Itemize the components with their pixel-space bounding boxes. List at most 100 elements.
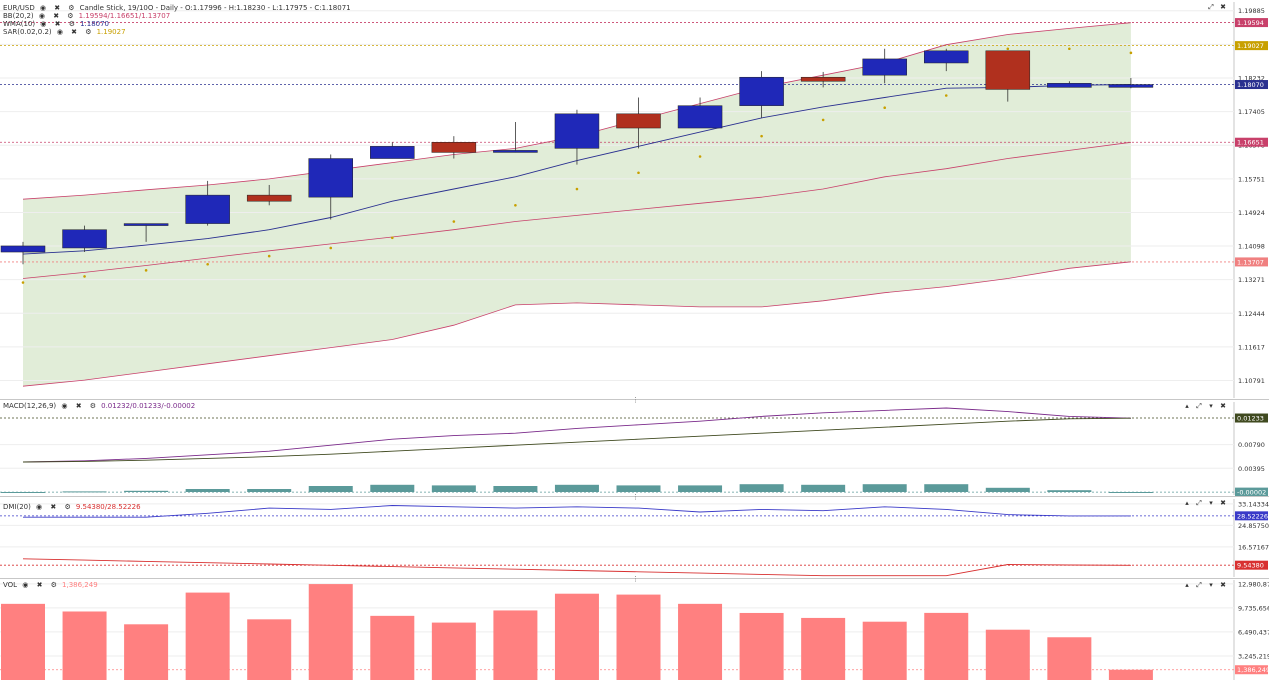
move-up-icon[interactable]: ▴ <box>1185 499 1189 507</box>
candle-body <box>924 50 969 64</box>
axis-tick-label: 1.18232 <box>1238 74 1265 82</box>
close-icon[interactable]: ✖ <box>1220 581 1226 589</box>
close-icon[interactable]: ✖ <box>50 503 57 511</box>
visibility-eye-icon[interactable]: ◉ <box>22 581 29 589</box>
macd-histogram-bar <box>678 485 723 492</box>
visibility-eye-icon[interactable]: ◉ <box>36 503 43 511</box>
panel-separator[interactable] <box>0 578 1269 579</box>
sar-dot <box>760 134 763 138</box>
panel-separator[interactable] <box>0 496 1269 497</box>
close-icon[interactable]: ✖ <box>75 402 82 410</box>
axis-tick-label: 16.57167 <box>1238 543 1269 551</box>
candle-body <box>554 113 600 149</box>
macd-histogram-bar <box>431 485 476 492</box>
move-up-icon[interactable]: ▴ <box>1185 402 1189 410</box>
sar-dot <box>144 269 148 272</box>
candle-body <box>616 113 661 129</box>
candle-body <box>246 194 292 202</box>
price-badge-label: 1,386,249 <box>1237 666 1269 674</box>
axis-tick-label: 1.12444 <box>1238 310 1265 318</box>
vol-value: 1,386,249 <box>62 581 98 589</box>
visibility-eye-icon[interactable]: ◉ <box>61 402 68 410</box>
axis-tick-label: 0.00790 <box>1238 441 1265 449</box>
close-icon[interactable]: ✖ <box>54 20 61 28</box>
volume-bar <box>801 617 846 680</box>
volume-bar <box>924 612 969 680</box>
expand-icon[interactable]: ⤢ <box>1196 402 1202 410</box>
candle-body <box>1108 84 1154 88</box>
price-badge-label: 1.16651 <box>1237 139 1264 147</box>
close-icon[interactable]: ✖ <box>53 12 60 20</box>
volume-bar <box>370 615 415 680</box>
gear-icon[interactable]: ⚙ <box>68 4 75 12</box>
candle-body <box>739 76 784 106</box>
expand-icon[interactable]: ⤢ <box>1208 3 1214 11</box>
axis-tick-label: 12,980,874 <box>1238 580 1269 588</box>
candle-body <box>985 50 1031 90</box>
macd-histogram-bar <box>616 485 661 492</box>
close-icon[interactable]: ✖ <box>1220 402 1226 410</box>
sar-label: SAR(0.02,0.2) <box>3 28 52 36</box>
expand-icon[interactable]: ⤢ <box>1196 581 1202 589</box>
wma-label: WMA(10) <box>3 20 36 28</box>
volume-bar <box>62 611 107 680</box>
close-icon[interactable]: ✖ <box>1220 3 1226 11</box>
bb-header-row: BB(20,2) ◉ ✖ ⚙ 1.19594/1.16651/1.13707 <box>3 12 170 20</box>
gear-icon[interactable]: ⚙ <box>85 28 92 36</box>
macd-histogram-bar <box>862 484 907 492</box>
macd-histogram-bar <box>739 484 784 492</box>
price-badge <box>1235 18 1268 28</box>
axis-tick-label: 9,735,656 <box>1238 604 1269 612</box>
gear-icon[interactable]: ⚙ <box>67 12 74 20</box>
close-icon[interactable]: ✖ <box>1220 499 1226 507</box>
move-down-icon[interactable]: ▾ <box>1209 581 1213 589</box>
sar-dot <box>83 275 86 278</box>
visibility-eye-icon[interactable]: ◉ <box>40 20 47 28</box>
axis-tick-label: 1.15751 <box>1238 175 1265 183</box>
macd-histogram-bar <box>924 484 969 492</box>
visibility-eye-icon[interactable]: ◉ <box>56 28 63 36</box>
gear-icon[interactable]: ⚙ <box>50 581 57 589</box>
sar-dot <box>698 155 702 158</box>
move-down-icon[interactable]: ▾ <box>1209 402 1213 410</box>
expand-icon[interactable]: ⤢ <box>1196 499 1202 507</box>
volume-bar <box>554 593 599 680</box>
volume-bar <box>1108 669 1153 680</box>
sar-dot <box>452 220 456 223</box>
volume-bar <box>1 603 45 680</box>
resize-handle-icon[interactable]: ⋮ <box>632 493 639 501</box>
close-icon[interactable]: ✖ <box>36 581 43 589</box>
vol-header-row: VOL ◉ ✖ ⚙ 1,386,249 <box>3 581 98 589</box>
close-icon[interactable]: ✖ <box>71 28 78 36</box>
visibility-eye-icon[interactable]: ◉ <box>39 4 47 12</box>
bb-label: BB(20,2) <box>3 12 34 20</box>
macd-histogram-bar <box>554 484 599 492</box>
axis-tick-label: 1.14924 <box>1238 209 1265 217</box>
wma-value: 1.18070 <box>80 20 110 28</box>
sar-dot <box>329 246 333 250</box>
gear-icon[interactable]: ⚙ <box>64 503 71 511</box>
price-badge <box>1235 413 1268 423</box>
dmi-header-row: DMI(20) ◉ ✖ ⚙ 9.54380/28.52226 <box>3 503 141 511</box>
resize-handle-icon[interactable]: ⋮ <box>632 575 639 583</box>
candle-body <box>308 158 353 198</box>
volume-bar <box>308 584 353 680</box>
sar-dot <box>575 187 579 191</box>
visibility-eye-icon[interactable]: ◉ <box>38 12 45 20</box>
move-up-icon[interactable]: ▴ <box>1185 581 1189 589</box>
gear-icon[interactable]: ⚙ <box>68 20 75 28</box>
price-badge <box>1235 137 1268 147</box>
sar-value: 1.19027 <box>96 28 126 36</box>
macd-histogram-bar <box>493 486 538 492</box>
gear-icon[interactable]: ⚙ <box>89 402 97 410</box>
bollinger-band-fill <box>23 22 1131 387</box>
macd-histogram-bar <box>308 486 353 492</box>
close-icon[interactable]: ✖ <box>54 4 61 12</box>
panel-separator[interactable] <box>0 399 1269 400</box>
bb-values: 1.19594/1.16651/1.13707 <box>78 12 171 20</box>
axis-tick-label: 24.85750 <box>1238 522 1269 530</box>
axis-tick-label: 1.17405 <box>1238 108 1265 116</box>
resize-handle-icon[interactable]: ⋮ <box>632 396 639 404</box>
move-down-icon[interactable]: ▾ <box>1209 499 1213 507</box>
